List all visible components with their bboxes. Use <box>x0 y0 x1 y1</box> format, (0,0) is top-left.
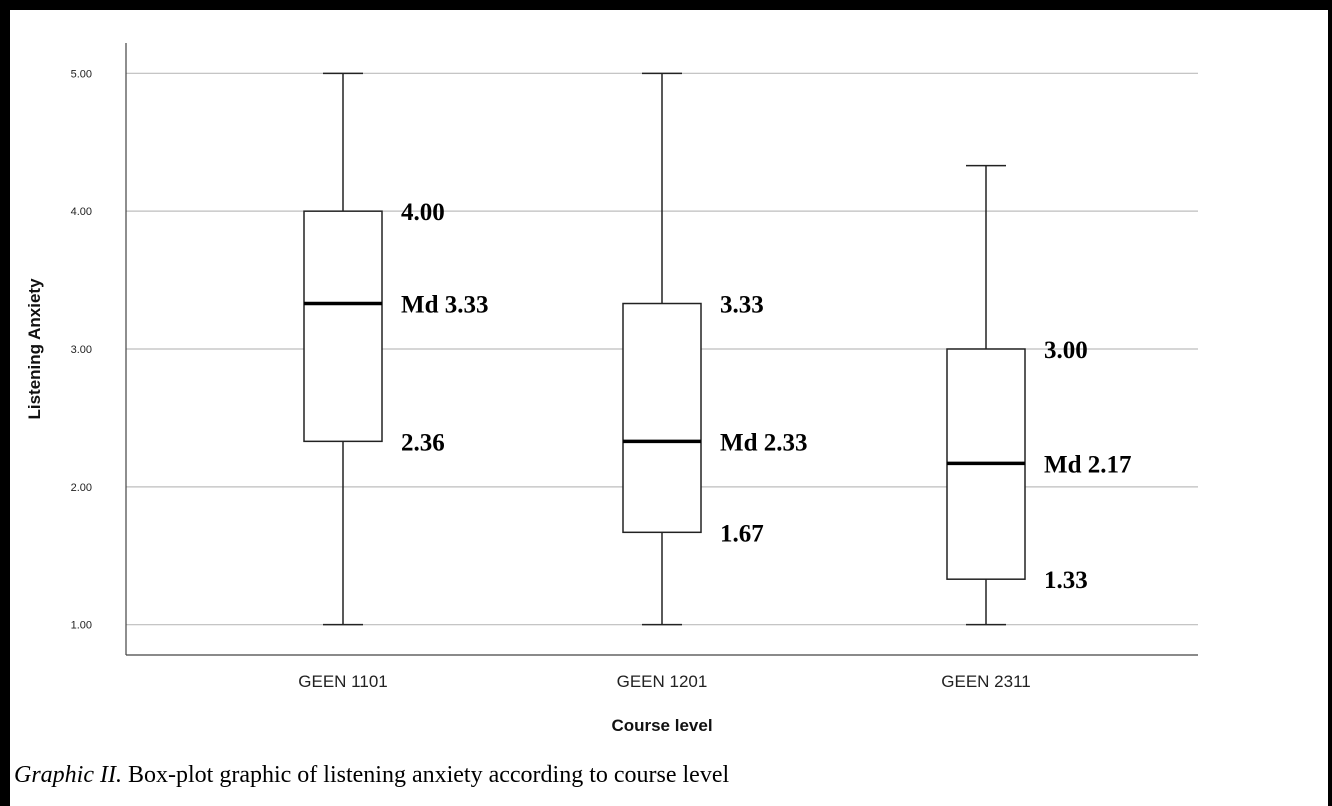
q3-label-2: 3.33 <box>720 292 764 319</box>
q1-label-1: 2.36 <box>401 429 445 456</box>
y-tick-label-1: 2.00 <box>71 482 92 494</box>
median-label-2: Md 2.33 <box>720 429 808 456</box>
y-axis-title: Listening Anxiety <box>25 278 44 420</box>
y-tick-label-2: 3.00 <box>71 344 92 356</box>
annotations: 4.00 Md 3.33 2.36 3.33 Md 2.33 1.67 3.00 Md 2.1… <box>401 199 1132 594</box>
axes <box>125 43 1198 656</box>
caption-lead: Graphic II. <box>14 762 122 788</box>
caption-text: Box-plot graphic of listening anxiety ac… <box>121 762 730 788</box>
y-tick-label-0: 1.00 <box>71 620 92 632</box>
q1-label-2: 1.67 <box>720 520 764 547</box>
q3-label-3: 3.00 <box>1044 337 1088 364</box>
box-3 <box>946 164 1026 626</box>
median-label-1: Md 3.33 <box>401 292 489 319</box>
y-tick-label-4: 5.00 <box>71 68 92 80</box>
y-tick-labels: 1.00 2.00 3.00 4.00 5.00 <box>71 68 92 631</box>
x-tick-labels: GEEN 1101 GEEN 1201 GEEN 2311 <box>298 672 1030 691</box>
y-tick-label-3: 4.00 <box>71 206 92 218</box>
x-axis-title: Course level <box>611 716 712 735</box>
boxes <box>303 72 1026 626</box>
iqr-box-2 <box>622 302 702 534</box>
box-plot-chart: 1.002.003.004.005.00 GEEN 1101 GEEN 1201 G… <box>25 43 1198 735</box>
q1-label-3: 1.33 <box>1044 567 1088 594</box>
x-tick-label-2: GEEN 1201 <box>617 672 708 691</box>
median-label-3: Md 2.17 <box>1044 451 1132 478</box>
box-1 <box>303 72 383 626</box>
box-2 <box>622 72 702 626</box>
figure-caption: Graphic II. Box-plot graphic of listenin… <box>14 762 1314 789</box>
iqr-box-1 <box>303 210 383 443</box>
x-tick-label-1: GEEN 1101 <box>298 672 387 691</box>
x-tick-label-3: GEEN 2311 <box>941 672 1030 691</box>
q3-label-1: 4.00 <box>401 199 445 226</box>
